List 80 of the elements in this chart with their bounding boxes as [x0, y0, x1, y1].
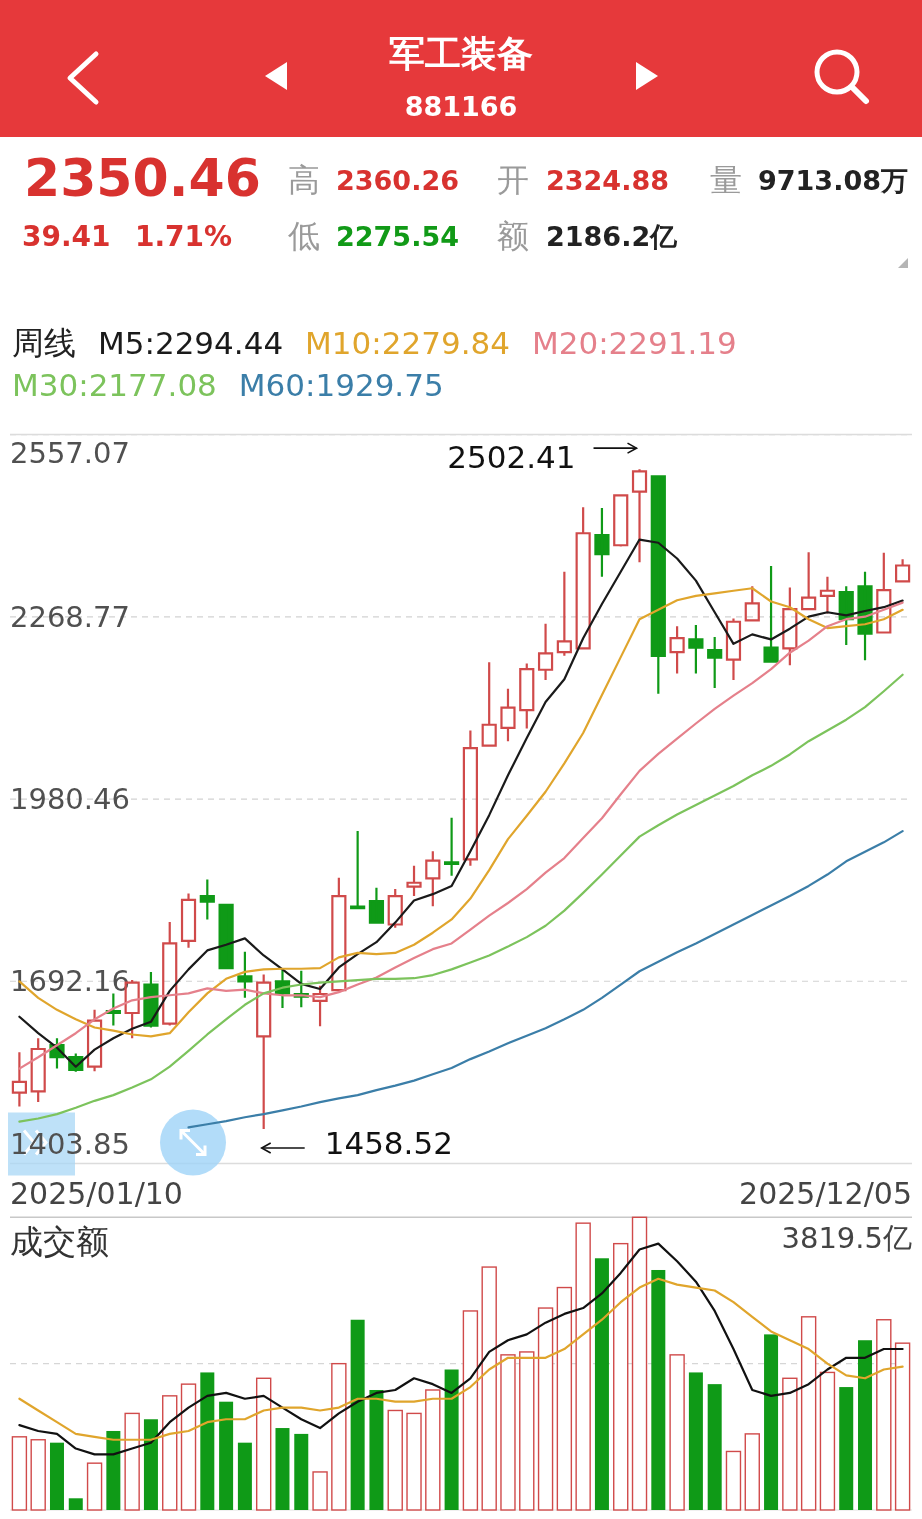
text: M10:2279.84: [305, 324, 510, 361]
bar: [858, 1340, 873, 1510]
text: 2324.88: [546, 164, 669, 196]
bar: [387, 1409, 403, 1511]
bar: [294, 1433, 309, 1510]
text: 额: [497, 217, 529, 255]
bar: [49, 1442, 64, 1510]
text: 开: [497, 161, 529, 199]
bar: [481, 1266, 497, 1511]
annotation: 3819.5亿: [781, 1221, 912, 1256]
text: 2275.54: [336, 220, 459, 252]
y-tick-label: 1403.85: [10, 1126, 130, 1161]
bar: [819, 1371, 836, 1511]
text: 39.41: [22, 219, 111, 253]
text: 2025/01/10: [10, 1176, 183, 1211]
y-tick-label: 1692.16: [10, 964, 130, 999]
bar: [11, 1436, 28, 1511]
bar: [764, 1334, 779, 1510]
text: 低: [288, 217, 320, 255]
bar: [369, 1389, 384, 1510]
bar: [200, 1372, 215, 1510]
chart-title: 成交额: [10, 1221, 109, 1261]
bar: [894, 1342, 911, 1511]
text: 高: [288, 161, 320, 199]
legend-title: 周线: [12, 323, 76, 362]
bar: [124, 1412, 140, 1511]
y-tick-label: 2557.07: [10, 435, 130, 470]
bar: [800, 1316, 817, 1511]
bar: [180, 1383, 197, 1511]
bar: [537, 1307, 554, 1511]
text: 9713.08万: [758, 164, 908, 196]
bar: [613, 1242, 629, 1511]
text: M60:1929.75: [238, 366, 444, 403]
bar: [839, 1387, 854, 1510]
text: 2025/12/05: [739, 1176, 912, 1211]
bar: [707, 1384, 722, 1510]
text: 2186.2亿: [546, 220, 679, 252]
y-tick-label: 1980.46: [10, 782, 130, 817]
bar: [162, 1395, 178, 1511]
bar: [575, 1222, 591, 1511]
bar: [106, 1430, 121, 1510]
text: M30:2177.08: [12, 366, 217, 403]
bar: [876, 1319, 892, 1511]
bar: [219, 1401, 234, 1510]
text: 军工装备: [389, 32, 533, 74]
bar: [444, 1369, 459, 1510]
bar: [350, 1319, 365, 1510]
bar: [255, 1377, 272, 1511]
bar: [631, 1216, 648, 1511]
bar: [688, 1372, 703, 1510]
bar: [725, 1450, 742, 1511]
y-tick-label: 2268.77: [10, 599, 130, 634]
bar: [462, 1310, 479, 1511]
annotation: 1458.52: [324, 1124, 453, 1161]
bar: [237, 1442, 252, 1510]
bar: [331, 1362, 347, 1511]
text: 881166: [404, 90, 518, 122]
text: 1.71%: [135, 219, 233, 253]
bar: [556, 1286, 573, 1511]
text: 量: [710, 161, 742, 199]
bar: [312, 1471, 328, 1511]
bar: [669, 1354, 685, 1511]
bar: [30, 1439, 46, 1511]
bar: [782, 1377, 798, 1511]
text: M5:2294.44: [98, 324, 284, 361]
bar: [143, 1419, 158, 1510]
bar: [519, 1351, 535, 1511]
text: 2360.26: [336, 164, 459, 196]
bar: [594, 1258, 609, 1510]
bar: [744, 1433, 760, 1511]
bar: [406, 1412, 422, 1511]
bar: [651, 1269, 666, 1510]
text: 2350.46: [24, 148, 261, 208]
bar: [500, 1354, 516, 1511]
bar: [68, 1498, 83, 1510]
text: M20:2291.19: [531, 324, 737, 361]
bar: [86, 1462, 103, 1511]
annotation: 2502.41: [447, 439, 576, 476]
bar: [425, 1389, 441, 1511]
bar: [275, 1428, 290, 1510]
